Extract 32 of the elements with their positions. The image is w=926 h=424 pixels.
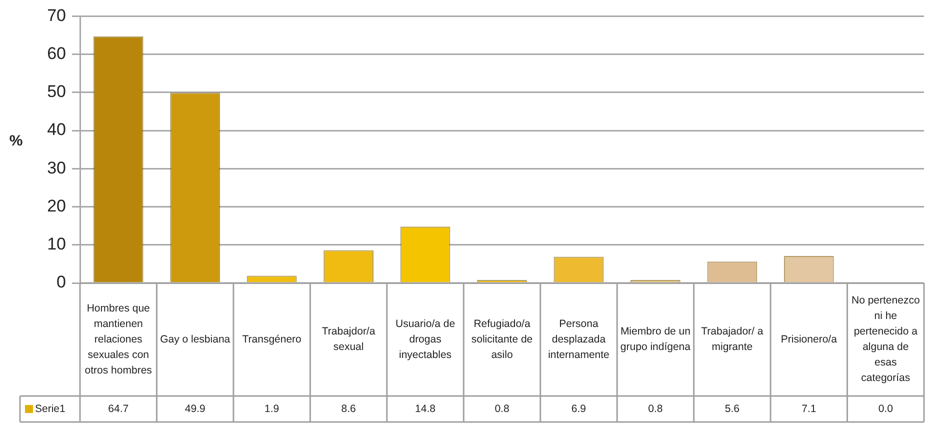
text: 0.8 bbox=[648, 402, 663, 415]
text: 7.1 bbox=[802, 402, 816, 415]
text: 1.9 bbox=[264, 402, 280, 415]
text: 6.9 bbox=[571, 402, 586, 415]
x-tick-label: Trabajador/ a migrante bbox=[701, 326, 764, 354]
text: 14.8 bbox=[415, 402, 436, 415]
x-tick-label: Miembro de un grupo indígena bbox=[620, 326, 691, 354]
x-tick-label: Gay o lesbiana bbox=[160, 333, 230, 346]
x-tick-label: Hombres que mantienen relaciones sexuales con otros hombres bbox=[84, 302, 152, 376]
x-tick-label: Refugiado/a solicitante de asilo bbox=[471, 318, 533, 361]
y-tick-label: 30 bbox=[47, 158, 66, 178]
y-tick-label: 40 bbox=[47, 120, 66, 140]
text: 8.6 bbox=[341, 402, 356, 415]
y-tick-label: 10 bbox=[47, 234, 66, 254]
y-tick-label: 50 bbox=[47, 82, 66, 102]
x-tick-label: Transgénero bbox=[242, 333, 302, 346]
y-tick-label: 60 bbox=[47, 44, 66, 63]
text: 49.9 bbox=[184, 402, 206, 415]
y-tick-label: 20 bbox=[47, 196, 66, 216]
x-tick-label: Persona desplazada internamente bbox=[548, 318, 610, 361]
x-tick-label: Prisionero/a bbox=[780, 333, 838, 346]
legend-label: Serie1 bbox=[35, 402, 66, 415]
x-tick-label: No pertenezco ni he pertenecido a alguna de esas categorías bbox=[851, 294, 920, 384]
x-tick-label: Trabajdor/a sexual bbox=[322, 326, 376, 354]
text: 0.8 bbox=[494, 402, 510, 415]
x-tick-label: Usuario/a de drogas inyectables bbox=[396, 318, 456, 361]
y-axis-title: % bbox=[9, 132, 23, 150]
text: 64.7 bbox=[108, 402, 129, 415]
y-tick-label: 70 bbox=[47, 6, 66, 25]
text: 0.0 bbox=[878, 402, 893, 415]
y-tick-label: 0 bbox=[56, 272, 66, 292]
text: 5.6 bbox=[724, 402, 740, 415]
